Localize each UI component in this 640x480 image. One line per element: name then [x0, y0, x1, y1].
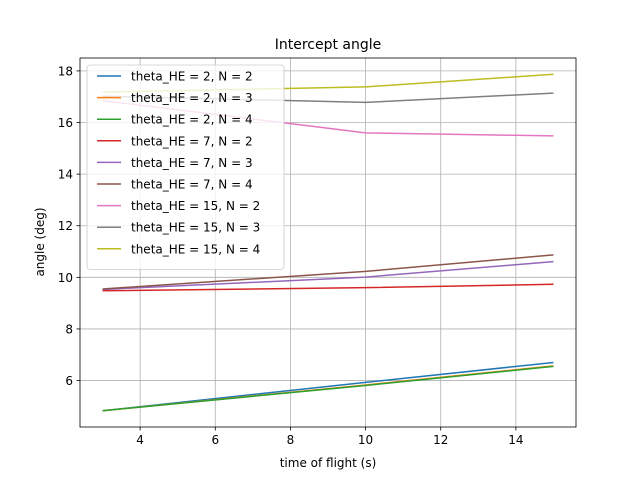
- legend-label: theta_HE = 2, N = 3: [131, 91, 253, 105]
- legend-label: theta_HE = 15, N = 2: [131, 199, 260, 213]
- x-axis-ticks: 4 6 8 10 12 14: [136, 427, 524, 447]
- x-tick-label: 10: [358, 433, 373, 447]
- y-tick-label: 14: [58, 168, 73, 182]
- legend-label: theta_HE = 2, N = 4: [131, 113, 253, 127]
- y-tick-label: 8: [65, 322, 73, 336]
- y-tick-label: 12: [58, 219, 73, 233]
- legend-label: theta_HE = 7, N = 2: [131, 134, 253, 148]
- y-tick-label: 18: [58, 64, 73, 78]
- x-tick-label: 12: [433, 433, 448, 447]
- series-line: [102, 283, 554, 292]
- y-tick-label: 6: [65, 374, 73, 388]
- y-axis-ticks: 6 8 10 12 14 16 18: [58, 64, 80, 388]
- x-tick-label: 14: [508, 433, 523, 447]
- x-tick-label: 6: [211, 433, 219, 447]
- y-tick-label: 16: [58, 116, 73, 130]
- legend-box: [86, 64, 285, 270]
- legend: theta_HE = 2, N = 2 theta_HE = 2, N = 3 th…: [86, 64, 285, 270]
- chart-title: Intercept angle: [275, 37, 382, 53]
- legend-label: theta_HE = 7, N = 4: [131, 178, 253, 192]
- series-line: [102, 361, 554, 412]
- legend-label: theta_HE = 15, N = 3: [131, 221, 260, 235]
- series-line: [102, 260, 554, 291]
- x-tick-label: 4: [136, 433, 144, 447]
- y-tick-label: 10: [58, 271, 73, 285]
- axes-frame: [79, 57, 577, 428]
- series-line: [102, 254, 554, 290]
- y-axis-label: angle (deg): [33, 207, 47, 276]
- x-axis-label: time of flight (s): [280, 456, 377, 470]
- legend-label: theta_HE = 7, N = 3: [131, 156, 253, 170]
- legend-label: theta_HE = 2, N = 2: [131, 70, 253, 84]
- legend-label: theta_HE = 15, N = 4: [131, 242, 260, 256]
- series-line: [102, 365, 554, 412]
- x-tick-label: 8: [287, 433, 295, 447]
